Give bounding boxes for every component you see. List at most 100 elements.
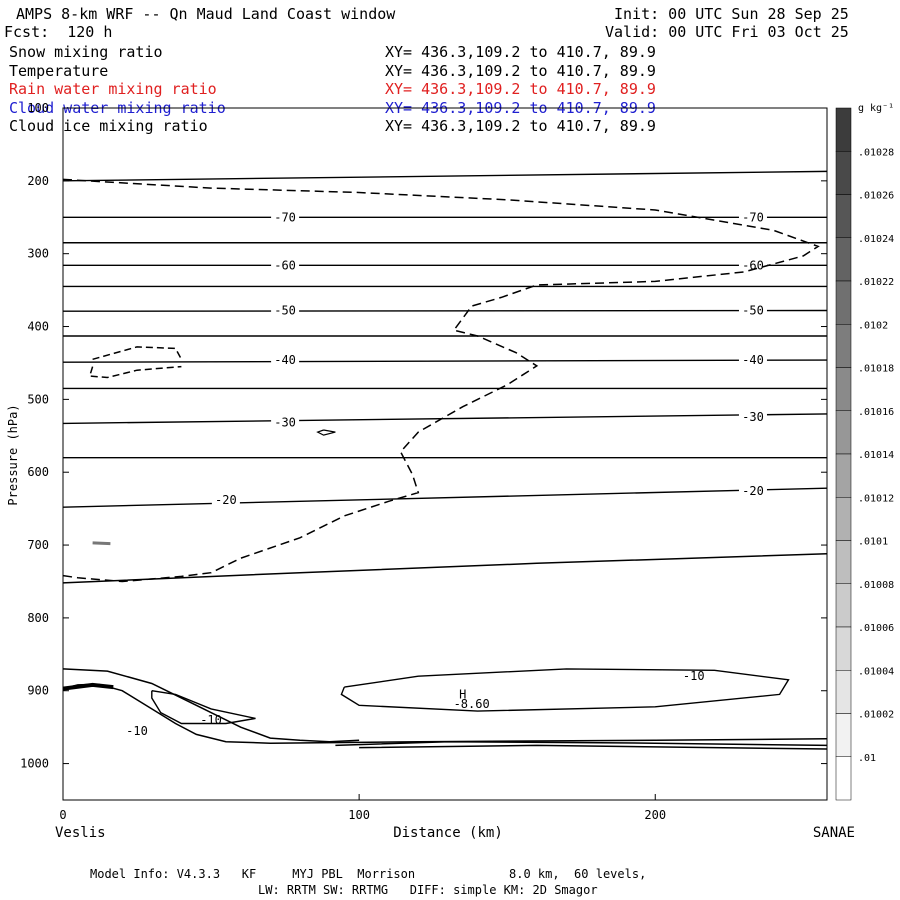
colorbar-label: .01006 [858,623,894,634]
footer-model-info: Model Info: V4.3.3 KF MYJ PBL Morrison 8… [90,867,647,881]
y-tick-label: 500 [27,392,49,406]
y-tick-label: 200 [27,174,49,188]
isotherm-line [62,413,828,425]
colorbar-label: .01024 [858,234,894,245]
x-axis-label: Distance (km) [393,825,503,841]
x-tick-label: 0 [59,808,66,822]
legend-entry-0: Snow mixing ratio [9,43,163,61]
isotherm-loop [340,668,790,712]
y-tick-label: 900 [27,684,49,698]
contour-label: -70 [274,210,296,224]
contour-label-bg [271,353,300,368]
contour-label-bg [271,258,300,273]
y-tick-label: 800 [27,611,49,625]
contour-label-bg [738,303,767,318]
contour-label: -50 [274,304,296,318]
legend-xy-1: XY= 436.3,109.2 to 410.7, 89.9 [385,61,656,80]
forecast-hour: Fcst: 120 h [4,23,113,41]
contour-label-bg [211,492,240,507]
legend-entry-1: Temperature [9,61,109,80]
colorbar-label: .01004 [858,666,894,677]
contour-label: -20 [215,493,237,507]
legend-xy-0: XY= 436.3,109.2 to 410.7, 89.9 [385,43,656,61]
isotherm-line [62,682,114,691]
colorbar-bin [835,453,852,498]
x-tick-label: 200 [644,808,666,822]
y-axis-label: Pressure (hPa) [6,404,20,505]
colorbar-bin [835,540,852,584]
contour-label: H [459,687,466,701]
contour-label-bg [738,258,767,273]
colorbar-label: .01014 [858,450,894,461]
footer-physics-info: LW: RRTM SW: RRTMG DIFF: simple KM: 2D S… [258,883,598,897]
snow-contour [88,365,182,379]
contour-label-bg [738,484,767,499]
right-endpoint-label: SANAE [813,825,855,841]
colorbar-bin [835,626,852,671]
colorbar-label: .01026 [858,191,894,202]
x-tick-label: 100 [348,808,370,822]
contour-label-bg [738,409,767,424]
colorbar-bin [835,670,852,714]
colorbar-bin [835,410,852,455]
colorbar-bin [835,324,852,368]
isotherm-line [359,744,828,750]
contour-label: -10 [126,724,148,738]
colorbar-label: .01002 [858,710,894,721]
y-tick-label: 300 [27,247,49,261]
colorbar-bin [835,583,852,628]
colorbar-bin [835,367,852,411]
shaded-feature [92,541,111,546]
contour-label: -60 [742,258,764,272]
init-time: Init: 00 UTC Sun 28 Sep 25 [614,5,849,23]
isotherm-line [62,487,828,508]
contour-label: -30 [742,410,764,424]
contour-label-bg [271,303,300,318]
plot-frame [62,107,828,801]
colorbar-unit: g kg⁻¹ [858,103,894,114]
contour-label-bg [271,210,300,225]
colorbar-label: .01012 [858,493,894,504]
isotherm-line [62,668,360,743]
colorbar-bin [835,713,852,757]
isotherm-line [62,309,828,312]
legend-entry-2: Rain water mixing ratio [9,80,217,98]
colorbar-bin [835,151,852,195]
y-tick-label: 1000 [20,757,49,771]
isotherm-line [62,170,828,182]
isotherm-line [62,359,828,363]
contour-label: -40 [274,353,296,367]
contour-label: -40 [742,353,764,367]
contour-label: -50 [742,304,764,318]
colorbar-label: .01008 [858,580,894,591]
colorbar-label: .01 [858,753,876,764]
valid-time: Valid: 00 UTC Fri 03 Oct 25 [605,23,849,41]
contour-label: -10 [683,669,705,683]
colorbar-label: .0101 [858,537,888,548]
contour-label: -70 [742,210,764,224]
snow-contour [62,178,820,583]
y-tick-label: 600 [27,465,49,479]
contour-label-bg [738,353,767,368]
contour-label: -10 [200,713,222,727]
contour-label: -8.60 [454,697,490,711]
colorbar-bin [835,194,852,238]
colorbar-bin [835,497,852,541]
legend-entry-4: Cloud ice mixing ratio [9,117,208,135]
contour-label: -30 [274,416,296,430]
snow-contour [92,346,183,361]
colorbar-label: .01018 [858,364,894,375]
contour-label: -60 [274,258,296,272]
legend-xy-2: XY= 436.3,109.2 to 410.7, 89.9 [385,80,656,98]
colorbar-bin [835,237,852,282]
chart-title: AMPS 8-km WRF -- Qn Maud Land Coast wind… [16,5,396,23]
y-tick-label: 100 [27,101,49,115]
contour-label: -20 [742,484,764,498]
isotherm-line [62,683,828,744]
contour-label-bg [271,415,300,430]
contour-label-bg [738,210,767,225]
colorbar-bin [835,280,852,325]
colorbar-bin [835,107,852,152]
